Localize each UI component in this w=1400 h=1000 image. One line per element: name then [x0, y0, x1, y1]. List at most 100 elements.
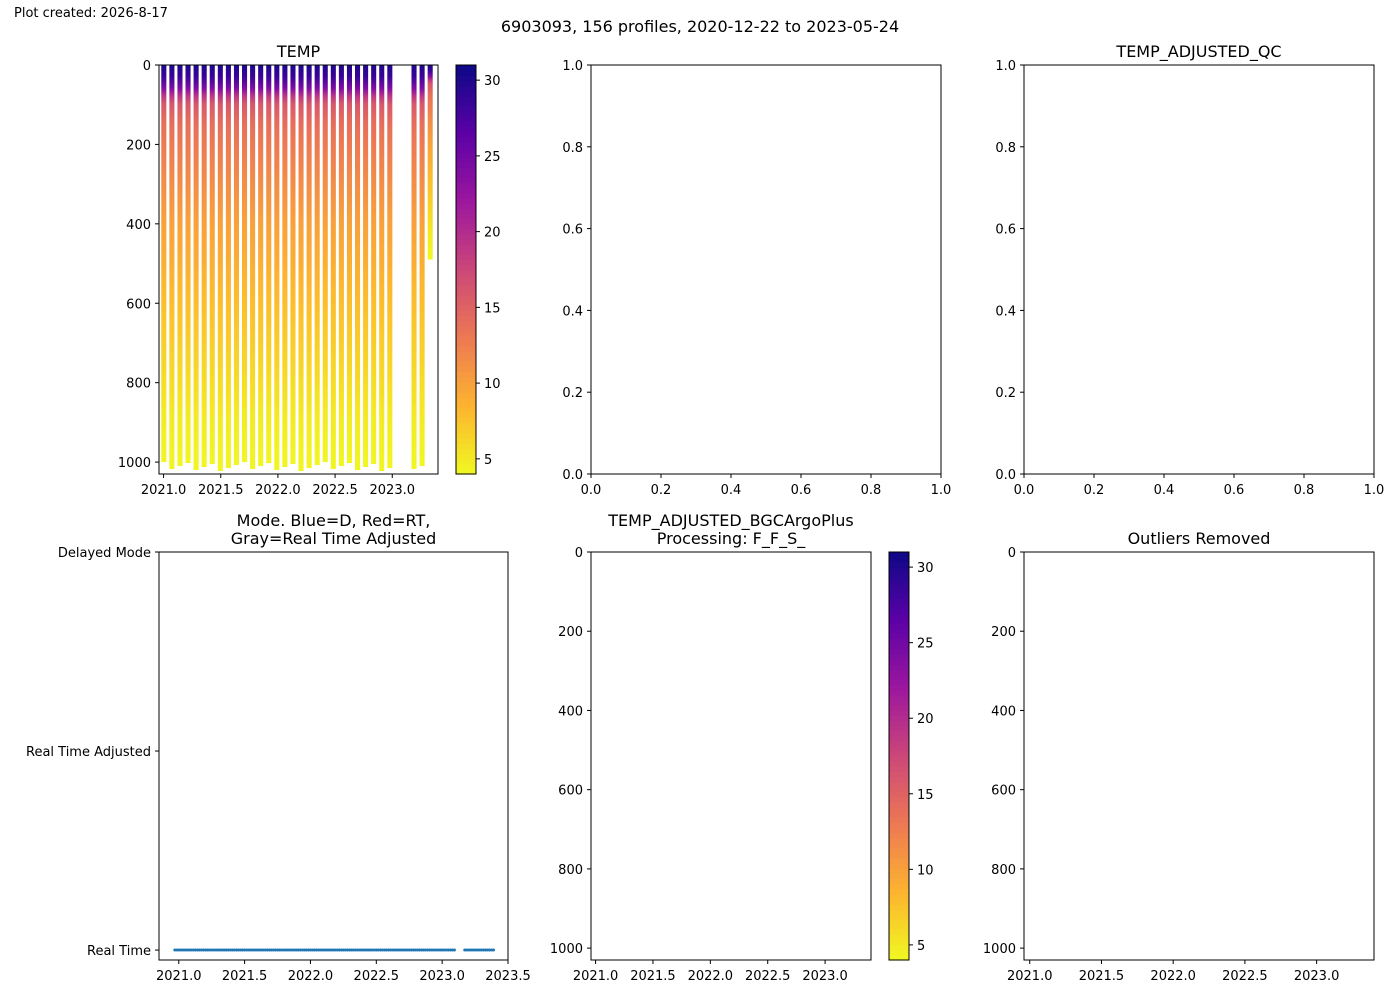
- y-tick-label: 0.4: [995, 304, 1016, 319]
- x-tick-label: 0.6: [1224, 483, 1245, 498]
- x-tick-label: 2021.0: [141, 483, 187, 498]
- profile-column: [314, 65, 320, 466]
- mode-point: [269, 948, 273, 952]
- y-tick-label: 800: [991, 863, 1016, 878]
- y-tick-label: 200: [558, 625, 583, 640]
- mode-point: [360, 948, 364, 952]
- colorbar-band: [889, 715, 909, 721]
- colorbar-band: [456, 433, 476, 439]
- mode-point: [216, 948, 220, 952]
- profile-column: [217, 65, 223, 472]
- profile-column: [387, 65, 393, 469]
- profile-column: [193, 65, 199, 471]
- colorbar-band: [456, 192, 476, 199]
- axes-frame: [590, 551, 872, 961]
- colorbar-band: [456, 397, 476, 404]
- colorbar-tick-label: 5: [917, 939, 925, 954]
- figure-title: 6903093, 156 profiles, 2020-12-22 to 202…: [501, 17, 899, 36]
- colorbar-tick-label: 15: [917, 788, 934, 803]
- x-tick-label: 2022.0: [288, 969, 334, 984]
- colorbar-band: [456, 392, 476, 398]
- colorbar-band: [456, 65, 476, 71]
- colorbar-band: [889, 781, 909, 788]
- mode-point: [175, 948, 179, 952]
- x-tick-label: 2022.0: [255, 483, 301, 498]
- colorbar-tick-label: 25: [484, 150, 501, 165]
- colorbar-band: [456, 422, 476, 429]
- x-tick-label: 1.0: [1364, 483, 1385, 498]
- colorbar-band: [889, 720, 909, 726]
- colorbar-band: [889, 791, 909, 798]
- colorbar-band: [456, 387, 476, 393]
- colorbar-band: [889, 638, 909, 645]
- mode-point: [282, 948, 286, 952]
- profile-column: [225, 65, 231, 469]
- colorbar-band: [889, 674, 909, 681]
- mode-point: [467, 948, 471, 952]
- mode-point: [204, 948, 208, 952]
- y-tick-label: 800: [126, 377, 151, 392]
- colorbar-band: [456, 407, 476, 414]
- x-tick-label: 2021.5: [1079, 969, 1125, 984]
- colorbar-band: [889, 618, 909, 624]
- colorbar-band: [456, 376, 476, 383]
- y-tick-label: 1000: [118, 456, 151, 471]
- colorbar-band: [456, 274, 476, 281]
- profile-column: [258, 65, 264, 467]
- profile-column: [411, 65, 417, 470]
- colorbar-band: [456, 213, 476, 219]
- mode-point: [296, 948, 300, 952]
- y-tick-label: 1.0: [562, 59, 583, 74]
- mode-point: [222, 948, 226, 952]
- mode-point: [432, 948, 436, 952]
- mode-point: [319, 948, 323, 952]
- y-tick-label: 0.0: [562, 468, 583, 483]
- colorbar-band: [456, 80, 476, 87]
- mode-point: [376, 948, 380, 952]
- profile-column: [177, 65, 183, 467]
- colorbar-band: [889, 812, 909, 818]
- colorbar-band: [456, 412, 476, 419]
- colorbar-band: [889, 929, 909, 936]
- colorbar-band: [889, 705, 909, 711]
- colorbar-band: [889, 888, 909, 895]
- colorbar-band: [456, 417, 476, 424]
- mode-point: [306, 948, 310, 952]
- colorbar-band: [456, 351, 476, 358]
- y-tick-label: 600: [558, 784, 583, 799]
- colorbar-band: [889, 710, 909, 716]
- x-tick-label: 0.2: [651, 483, 672, 498]
- panel-title: TEMP_ADJUSTED_BGCArgoPlus: [607, 511, 853, 531]
- colorbar-band: [889, 903, 909, 910]
- mode-point: [350, 948, 354, 952]
- colorbar-band: [889, 878, 909, 885]
- mode-point: [387, 948, 391, 952]
- colorbar-band: [456, 131, 476, 138]
- colorbar-band: [889, 577, 909, 584]
- colorbar-band: [889, 796, 909, 803]
- panel-mode: 2021.0 2021.5 2022.0 2022.5 2023.0 2023.5 Real…: [26, 511, 531, 984]
- mode-point: [329, 948, 333, 952]
- colorbar-band: [456, 325, 476, 332]
- mode-point: [364, 948, 368, 952]
- y-tick-label: 0: [575, 546, 583, 561]
- colorbar-band: [889, 592, 909, 599]
- colorbar-band: [889, 740, 909, 747]
- colorbar-band: [456, 233, 476, 240]
- mode-point: [185, 948, 189, 952]
- mode-point: [183, 948, 187, 952]
- colorbar-band: [456, 116, 476, 122]
- colorbar-band: [889, 883, 909, 890]
- mode-point: [452, 948, 456, 952]
- colorbar-band: [889, 807, 909, 813]
- y-tick-label: 1.0: [995, 59, 1016, 74]
- panel-title: Processing: F_F_S_: [657, 529, 806, 549]
- colorbar-band: [889, 954, 909, 961]
- colorbar-band: [889, 730, 909, 737]
- x-tick-label: 0.2: [1084, 483, 1105, 498]
- y-tick-label: 400: [558, 704, 583, 719]
- mode-point: [210, 948, 214, 952]
- mode-point: [481, 948, 485, 952]
- profile-column: [298, 65, 304, 472]
- colorbar-band: [456, 243, 476, 250]
